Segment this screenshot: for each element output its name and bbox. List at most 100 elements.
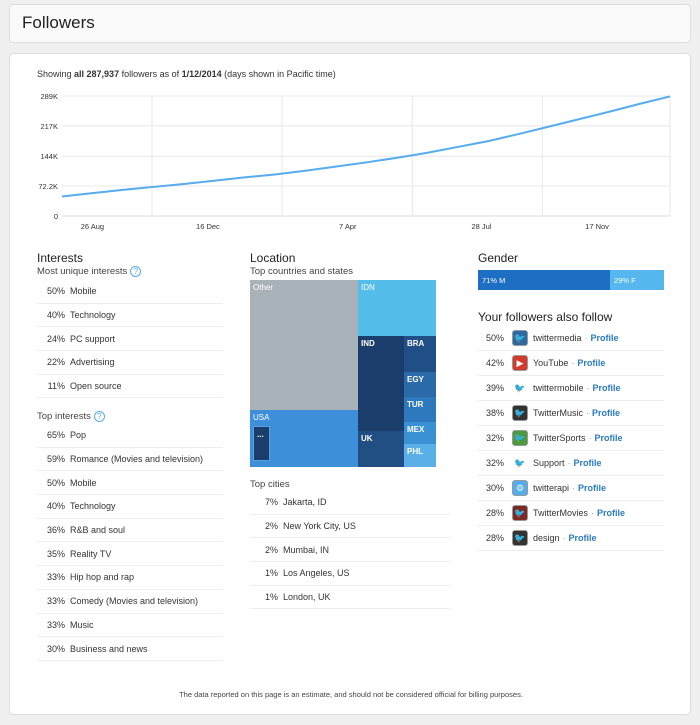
- treemap-other[interactable]: Other: [250, 280, 358, 410]
- also-follow-item: 42% ▶ YouTube · Profile: [478, 351, 664, 376]
- also-follow-item: 32% 🐦 TwitterSports · Profile: [478, 426, 664, 451]
- followers-line-chart[interactable]: 0 72.2K 144K 217K 289K 26 Aug 16 Dec 7 Apr 28 Ju…: [10, 54, 692, 239]
- profile-link[interactable]: Profile: [590, 333, 619, 343]
- list-item: 2% Mumbai, IN: [250, 538, 450, 563]
- twittermedia-avatar-icon[interactable]: 🐦: [512, 330, 528, 346]
- separator-dot: ·: [586, 383, 590, 393]
- twitterapi-avatar-icon[interactable]: ⚙: [512, 480, 528, 496]
- item-label: New York City, US: [283, 521, 356, 532]
- item-label: Mumbai, IN: [283, 544, 330, 555]
- top-interests-title: Top interests?: [37, 411, 105, 422]
- unique-interests-list: 50% Mobile 40% Technology 24% PC support 22% Ad…: [37, 280, 223, 399]
- profile-link[interactable]: Profile: [597, 508, 626, 518]
- item-label: Mobile: [70, 477, 97, 488]
- profile-link[interactable]: Profile: [592, 383, 621, 393]
- top-countries-title: Top countries and states: [250, 266, 353, 277]
- item-label: Jakarta, ID: [283, 497, 327, 508]
- x-tick-label: 17 Nov: [585, 222, 609, 231]
- item-percent: 33%: [46, 596, 65, 607]
- item-percent: 7%: [264, 497, 278, 508]
- list-item: 36% R&B and soul: [37, 519, 223, 543]
- info-icon[interactable]: ?: [130, 266, 142, 277]
- follow-percent: 50%: [486, 333, 505, 343]
- item-label: Music: [70, 619, 94, 630]
- treemap-uk[interactable]: UK: [358, 431, 404, 467]
- item-label: London, UK: [283, 592, 331, 603]
- treemap-idn[interactable]: IDN: [358, 280, 436, 336]
- item-label: Comedy (Movies and television): [70, 596, 199, 607]
- item-label: R&B and soul: [70, 525, 126, 536]
- summary-suffix: (days shown in Pacific time): [221, 69, 336, 79]
- also-follow-item: 28% 🐦 TwitterMovies · Profile: [478, 501, 664, 526]
- list-item: 50% Mobile: [37, 280, 223, 304]
- summary-count: all 287,937: [74, 69, 120, 79]
- item-label: Technology: [70, 310, 116, 321]
- account-name: YouTube: [533, 358, 569, 368]
- twittermusic-avatar-icon[interactable]: 🐦: [512, 405, 528, 421]
- treemap-mex[interactable]: MEX: [404, 422, 436, 444]
- profile-link[interactable]: Profile: [578, 483, 607, 493]
- also-follow-item: 28% 🐦 design · Profile: [478, 526, 664, 551]
- also-follow-title: Your followers also follow: [478, 310, 613, 324]
- item-percent: 22%: [46, 357, 65, 368]
- top-interests-label: Top interests: [37, 411, 91, 423]
- profile-link[interactable]: Profile: [594, 433, 623, 443]
- item-percent: 40%: [46, 310, 65, 321]
- twittermovies-avatar-icon[interactable]: 🐦: [512, 505, 528, 521]
- treemap-phl[interactable]: PHL: [404, 444, 436, 467]
- info-icon[interactable]: ?: [93, 411, 105, 422]
- interests-title: Interests: [37, 251, 84, 265]
- x-tick-label: 28 Jul: [472, 222, 492, 231]
- item-label: Technology: [70, 501, 116, 512]
- also-follow-item: 39% 🐦 twittermobile · Profile: [478, 376, 664, 401]
- also-follow-list: 50% 🐦 twittermedia · Profile 42% ▶ YouTube · Prof…: [478, 326, 664, 551]
- item-label: Reality TV: [70, 548, 112, 559]
- design-avatar-icon[interactable]: 🐦: [512, 530, 528, 546]
- treemap-more[interactable]: ...: [253, 426, 270, 461]
- y-tick-label: 0: [54, 212, 58, 221]
- twittersports-avatar-icon[interactable]: 🐦: [512, 430, 528, 446]
- item-percent: 40%: [46, 501, 65, 512]
- twittermobile-avatar-icon[interactable]: 🐦: [512, 380, 528, 396]
- y-tick-label: 144K: [40, 152, 58, 161]
- also-follow-item: 30% ⚙ twitterapi · Profile: [478, 476, 664, 501]
- list-item: 35% Reality TV: [37, 542, 223, 567]
- profile-link[interactable]: Profile: [577, 358, 606, 368]
- account-name: TwitterSports: [533, 433, 586, 443]
- account-name: twitterapi: [533, 483, 570, 493]
- treemap-ind[interactable]: IND: [358, 336, 404, 431]
- also-follow-item: 38% 🐦 TwitterMusic · Profile: [478, 401, 664, 426]
- item-percent: 35%: [46, 548, 65, 559]
- item-percent: 24%: [46, 333, 65, 344]
- list-item: 40% Technology: [37, 495, 223, 519]
- treemap-bra[interactable]: BRA: [404, 336, 436, 372]
- profile-link[interactable]: Profile: [573, 458, 602, 468]
- separator-dot: ·: [572, 483, 576, 493]
- page-title: Followers: [22, 13, 95, 32]
- x-tick-label: 16 Dec: [196, 222, 220, 231]
- gender-title: Gender: [478, 251, 519, 265]
- disclaimer: The data reported on this page is an est…: [179, 690, 523, 699]
- item-label: Open source: [70, 381, 122, 392]
- item-percent: 33%: [46, 619, 65, 630]
- treemap-egy[interactable]: EGY: [404, 372, 436, 397]
- item-label: PC support: [70, 333, 116, 344]
- profile-link[interactable]: Profile: [592, 408, 621, 418]
- gender-male-segment[interactable]: 71% M: [478, 270, 611, 290]
- separator-dot: ·: [586, 408, 590, 418]
- account-name: Support: [533, 458, 565, 468]
- x-tick-label: 7 Apr: [339, 222, 357, 231]
- account-name: twittermedia: [533, 333, 582, 343]
- separator-dot: ·: [571, 358, 575, 368]
- gender-female-segment[interactable]: 29% F: [610, 270, 664, 290]
- profile-link[interactable]: Profile: [568, 533, 597, 543]
- item-label: Advertising: [70, 357, 115, 368]
- followers-panel: Showing all 287,937 followers as of 1/12…: [9, 53, 691, 715]
- location-title: Location: [250, 251, 296, 265]
- separator-dot: ·: [584, 333, 588, 343]
- list-item: 22% Advertising: [37, 351, 223, 375]
- support-avatar-icon[interactable]: 🐦: [512, 455, 528, 471]
- youtube-avatar-icon[interactable]: ▶: [512, 355, 528, 371]
- item-percent: 50%: [46, 477, 65, 488]
- treemap-tur[interactable]: TUR: [404, 397, 436, 422]
